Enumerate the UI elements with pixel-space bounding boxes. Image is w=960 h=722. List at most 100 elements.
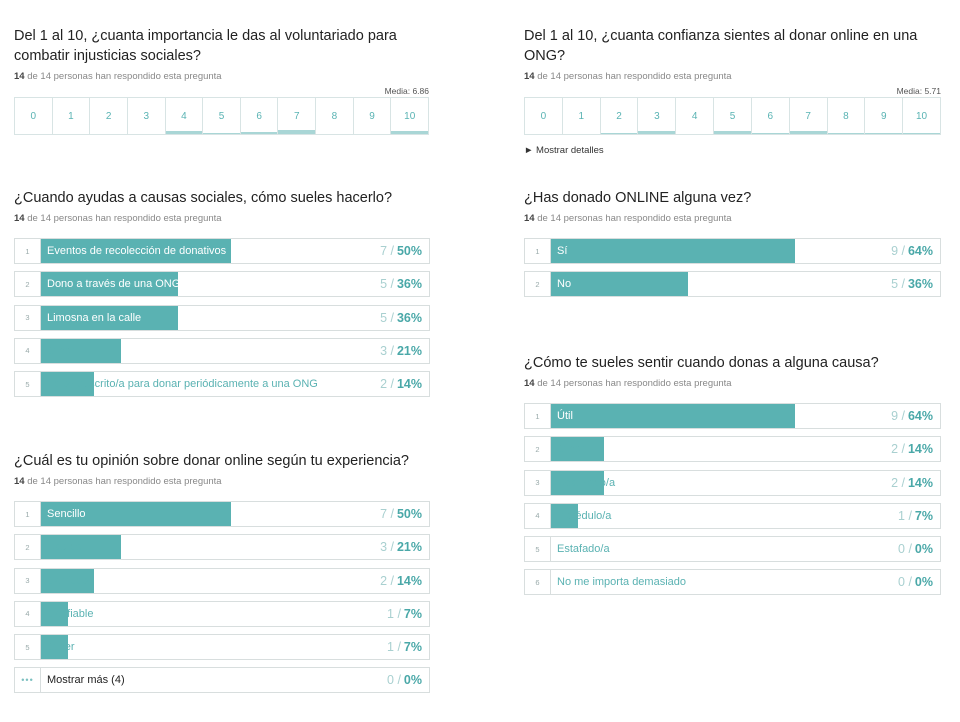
answer-percent: 64% <box>907 409 933 423</box>
scale-fill <box>714 130 751 134</box>
answer-percent: 0% <box>914 575 933 590</box>
answer-count-number: 5 / <box>380 277 394 292</box>
average-label: Media: 6.86 <box>384 86 429 96</box>
answer-count: 2 /14% <box>380 569 422 593</box>
question-title: Del 1 al 10, ¿cuanta confianza sientes a… <box>524 28 918 64</box>
scale-fill <box>203 132 240 134</box>
answer-bars: 1 Útil 9 /64% 2 Other 2 /14% 3 Realizado/a 2 /14… <box>524 403 941 596</box>
answer-fill <box>41 635 68 660</box>
answer-percent: 21% <box>396 343 422 358</box>
answer-track: Other 2 /14% <box>551 437 940 462</box>
answer-count-number: 2 / <box>891 442 905 457</box>
scale-cell-5: 5 <box>203 98 241 134</box>
answer-row: 4 Confiable 1 /7% <box>14 600 430 627</box>
answer-index: 1 <box>15 502 41 526</box>
answer-row: 2 No 5 /36% <box>524 271 941 298</box>
scale-cell-2: 2 <box>90 98 128 134</box>
answer-percent: 7% <box>914 508 933 523</box>
scale-value: 0 <box>30 110 37 122</box>
answer-track: Mostrar más (4) 0 /0% <box>41 668 429 692</box>
answer-track: Estoy suscrito/a para donar periódicamen… <box>41 372 429 397</box>
answer-label: Sí <box>557 245 568 257</box>
answer-row: 1 Sencillo 7 /50% <box>14 501 430 527</box>
scale-value: 9 <box>369 110 375 122</box>
answer-fill <box>551 239 795 263</box>
answer-count: 1 /7% <box>387 635 422 659</box>
answer-fill <box>41 305 178 330</box>
answer-percent: 14% <box>396 377 422 392</box>
answer-fill <box>41 272 178 297</box>
question-title: ¿Cuando ayudas a causas sociales, cómo s… <box>14 190 393 206</box>
answer-track: No 5 /36% <box>551 272 940 297</box>
answer-percent: 36% <box>396 277 422 292</box>
scale-cells: 0 1 2 3 4 5 6 7 8 9 10 <box>14 97 429 135</box>
scale-fill <box>240 131 278 134</box>
question-importance-volunteering: Del 1 al 10, ¿cuanta importancia le das … <box>14 26 429 135</box>
answer-fill <box>41 601 68 626</box>
answer-index: 4 <box>15 601 41 626</box>
answer-track: Dono a través de una ONG online 5 /36% <box>41 272 429 297</box>
question-feeling-donating: ¿Cómo te sueles sentir cuando donas a al… <box>524 353 941 603</box>
scale-fill <box>789 130 827 134</box>
scale-cell-0: 0 <box>15 98 53 134</box>
answer-count: 9 /64% <box>891 239 933 263</box>
answer-row: 5 Estafado/a 0 /0% <box>524 536 941 563</box>
answer-fill <box>41 568 95 593</box>
answer-label: Estafado/a <box>557 543 610 556</box>
answer-fill <box>41 535 121 560</box>
scale-fill <box>903 132 940 134</box>
show-more-row[interactable]: ••• Mostrar más (4) 0 /0% <box>14 667 430 694</box>
question-donated-online: ¿Has donado ONLINE alguna vez? 14 de 14 … <box>524 188 941 305</box>
answer-count: 3 /21% <box>380 339 422 363</box>
answer-fill <box>41 239 232 263</box>
scale-cell-6: 6 <box>240 98 279 134</box>
scale-value: 7 <box>294 110 300 122</box>
answer-bars: 1 Eventos de recolección de donativos 7 /5… <box>14 238 430 398</box>
answer-label: Dono a través de una ONG online <box>47 278 213 291</box>
answer-count-number: 5 / <box>380 310 394 325</box>
question-title: Del 1 al 10, ¿cuanta importancia le das … <box>14 28 397 64</box>
answer-count: 5 /36% <box>380 272 422 296</box>
answer-index: 4 <box>15 338 41 363</box>
answer-count: 0 /0% <box>387 668 422 692</box>
scale-fill <box>278 129 316 134</box>
scale-cell-9: 9 <box>865 98 904 134</box>
scale-value: 3 <box>143 110 150 122</box>
question-title: ¿Cuál es tu opinión sobre donar online s… <box>14 453 409 469</box>
answer-row: 4 Other 3 /21% <box>14 337 430 364</box>
scale-fill <box>391 130 429 134</box>
answer-label: Other <box>47 344 75 357</box>
scale-value: 10 <box>915 110 928 122</box>
scale-cell-0: 0 <box>525 98 563 134</box>
answer-count-number: 7 / <box>380 244 394 258</box>
answer-index: 3 <box>15 568 41 593</box>
answer-row: 1 Útil 9 /64% <box>524 403 941 429</box>
answer-label: Realizado/a <box>557 476 616 489</box>
scale-cell-3: 3 <box>638 98 677 134</box>
answer-percent: 14% <box>907 475 933 490</box>
respondents-count: 14 de 14 personas han respondido esta pr… <box>14 476 222 487</box>
answer-percent: 21% <box>396 540 422 555</box>
respondents-count: 14 de 14 personas han respondido esta pr… <box>14 213 222 224</box>
answer-index: 1 <box>15 239 41 263</box>
answer-bars: 1 Sencillo 7 /50% 2 Rápido 3 /21% 3 Confuso 2 /1… <box>14 501 430 694</box>
average-label: Media: 5.71 <box>896 86 941 96</box>
question-opinion-online: ¿Cuál es tu opinión sobre donar online s… <box>14 451 430 701</box>
scale-cell-1: 1 <box>53 98 91 134</box>
rating-scale: Media: 5.71 0 1 2 3 4 5 6 7 8 9 10 <box>524 85 941 135</box>
scale-fill <box>751 132 789 134</box>
answer-track: Rápido 3 /21% <box>41 535 429 560</box>
answer-count-number: 7 / <box>380 507 394 521</box>
answer-count: 1 /7% <box>387 602 422 626</box>
show-details-link[interactable]: ► Mostrar detalles <box>524 145 604 156</box>
scale-cell-10: 10 <box>391 98 429 134</box>
answer-index: 3 <box>15 305 41 330</box>
respondents-count: 14 de 14 personas han respondido esta pr… <box>524 71 732 82</box>
answer-index: 4 <box>525 503 551 528</box>
answer-count-number: 3 / <box>380 343 394 358</box>
answer-track: Confiable 1 /7% <box>41 601 429 626</box>
answer-count-number: 0 / <box>387 673 401 688</box>
answer-percent: 14% <box>396 573 422 588</box>
answer-row: 3 Limosna en la calle 5 /36% <box>14 304 430 331</box>
scale-fill <box>638 130 676 134</box>
